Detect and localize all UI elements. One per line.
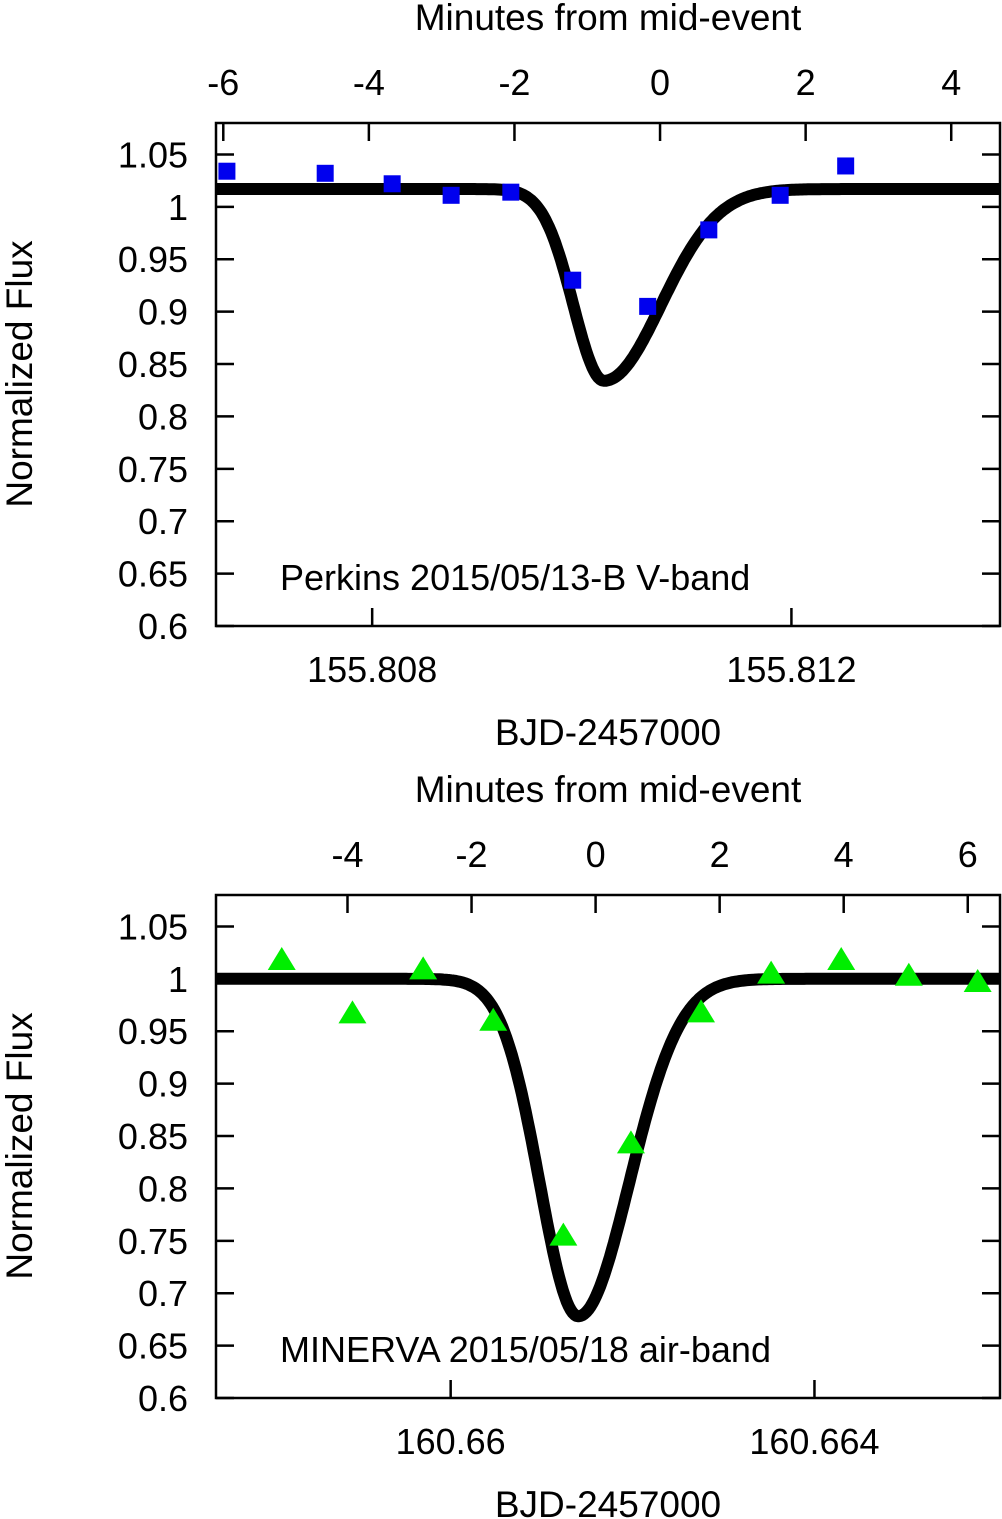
top-data-point: [700, 221, 718, 239]
top-y-tick-label: 0.7: [138, 501, 188, 542]
bottom-data-point: [894, 962, 923, 986]
bottom-y-tick-label: 0.65: [118, 1326, 188, 1367]
bottom-x-axis-title: BJD-2457000: [495, 1484, 721, 1519]
bottom-x2-tick-label: 0: [586, 834, 606, 875]
bottom-y-tick-label: 0.7: [138, 1273, 188, 1314]
top-data-point: [502, 183, 520, 201]
bottom-data-point: [757, 960, 786, 984]
top-data-point: [316, 164, 334, 182]
top-x2-tick-label: -2: [498, 62, 530, 103]
bottom-x-tick-label: 160.66: [396, 1421, 506, 1462]
top-y-tick-label: 1.05: [118, 134, 188, 175]
bottom-annotation: MINERVA 2015/05/18 air-band: [280, 1329, 771, 1370]
bottom-y-tick-label: 0.95: [118, 1011, 188, 1052]
top-x2-tick-label: 0: [650, 62, 670, 103]
top-x2-tick-label: -6: [207, 62, 239, 103]
top-x-axis-title: BJD-2457000: [495, 712, 721, 753]
top-y-tick-label: 0.8: [138, 396, 188, 437]
top-y-tick-label: 0.65: [118, 554, 188, 595]
top-y-tick-label: 0.85: [118, 344, 188, 385]
bottom-y-tick-label: 0.8: [138, 1168, 188, 1209]
top-data-point: [639, 297, 657, 315]
top-y-axis-title: Normalized Flux: [0, 240, 40, 508]
bottom-x2-tick-label: 6: [958, 834, 978, 875]
bottom-x2-axis-title: Minutes from mid-event: [415, 769, 802, 810]
bottom-data-point: [549, 1222, 578, 1246]
top-data-point: [837, 157, 855, 175]
top-data-point: [771, 186, 789, 204]
bottom-x2-tick-label: 4: [834, 834, 854, 875]
top-x2-tick-label: -4: [353, 62, 385, 103]
top-x2-tick-label: 2: [796, 62, 816, 103]
top-x-tick-label: 155.808: [307, 649, 437, 690]
bottom-y-tick-label: 0.6: [138, 1378, 188, 1419]
bottom-data-point: [963, 968, 992, 992]
top-data-point: [383, 175, 401, 193]
top-data-point: [218, 162, 236, 180]
bottom-model-curve: [216, 972, 1000, 1323]
bottom-plot-frame: [214, 893, 1002, 1400]
bottom-y-tick-label: 1: [168, 959, 188, 1000]
top-y-tick-label: 0.95: [118, 239, 188, 280]
top-y-tick-label: 0.75: [118, 449, 188, 490]
bottom-data-point: [616, 1130, 645, 1154]
top-x2-tick-label: 4: [941, 62, 961, 103]
top-model-curve: [216, 183, 1000, 387]
top-x2-axis-title: Minutes from mid-event: [415, 0, 802, 38]
bottom-x2-tick-label: 2: [710, 834, 730, 875]
bottom-data-point: [827, 946, 856, 970]
top-data-point: [564, 271, 582, 289]
bottom-data-point: [338, 1000, 367, 1024]
bottom-y-tick-label: 0.85: [118, 1116, 188, 1157]
bottom-panel: Minutes from mid-event Normalized Flux B…: [0, 769, 1002, 1519]
bottom-data-point: [687, 999, 716, 1023]
top-y-tick-label: 1: [168, 187, 188, 228]
bottom-y-tick-label: 1.05: [118, 906, 188, 947]
bottom-x2-tick-label: -4: [331, 834, 363, 875]
bottom-y-axis-title: Normalized Flux: [0, 1012, 40, 1280]
bottom-y-tick-label: 0.9: [138, 1064, 188, 1105]
top-x-tick-label: 155.812: [726, 649, 856, 690]
bottom-data-point: [409, 956, 438, 980]
top-data-point: [442, 186, 460, 204]
bottom-data-point: [479, 1007, 508, 1031]
top-y-tick-label: 0.9: [138, 292, 188, 333]
top-annotation: Perkins 2015/05/13-B V-band: [280, 557, 750, 598]
bottom-y-tick-label: 0.75: [118, 1221, 188, 1262]
bottom-x2-tick-label: -2: [456, 834, 488, 875]
bottom-x-tick-label: 160.664: [749, 1421, 879, 1462]
bottom-data-point: [267, 946, 296, 970]
top-y-tick-label: 0.6: [138, 606, 188, 647]
top-panel: Minutes from mid-event Normalized Flux B…: [0, 0, 1002, 753]
top-plot-frame: [214, 121, 1002, 628]
